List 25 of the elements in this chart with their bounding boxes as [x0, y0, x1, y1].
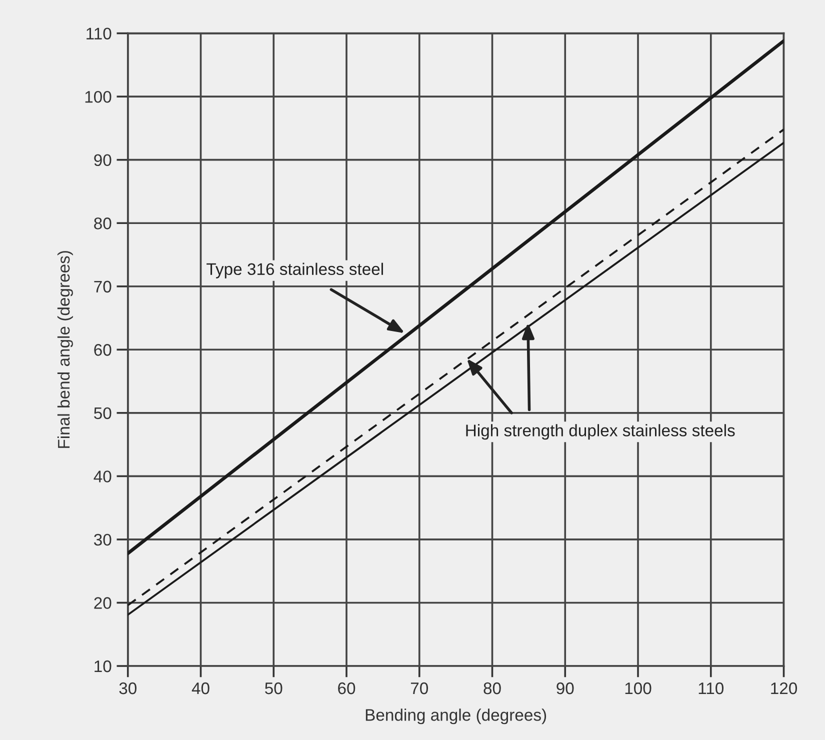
x-tick-label: 120 [771, 682, 798, 694]
y-axis-title: Final bend angle (degrees) [57, 251, 73, 448]
y-tick-label: 80 [94, 218, 112, 230]
x-axis-title: Bending angle (degrees) [366, 708, 546, 724]
x-tick-label: 30 [119, 682, 136, 694]
annotation: Type 316 stainless steel [206, 262, 383, 278]
x-tick-label: 110 [698, 682, 724, 694]
annotation: High strength duplex stainless steels [466, 424, 735, 440]
x-tick-label: 90 [556, 682, 574, 694]
y-tick-label: 40 [94, 470, 112, 482]
y-tick-label: 110 [86, 28, 112, 40]
y-tick-label: 50 [94, 407, 112, 420]
y-tick-label: 60 [94, 344, 112, 356]
x-tick-label: 80 [484, 682, 501, 694]
y-tick-label: 70 [94, 280, 112, 293]
y-tick-label: 20 [94, 597, 112, 609]
x-tick-label: 70 [410, 682, 428, 694]
y-tick-label: 10 [94, 660, 112, 672]
x-tick-label: 60 [338, 682, 356, 694]
y-tick-label: 90 [94, 154, 112, 166]
x-tick-label: 100 [625, 682, 652, 694]
y-tick-label: 100 [85, 90, 112, 103]
x-tick-label: 50 [265, 682, 282, 694]
x-tick-label: 40 [192, 682, 210, 694]
y-tick-label: 30 [94, 534, 112, 546]
